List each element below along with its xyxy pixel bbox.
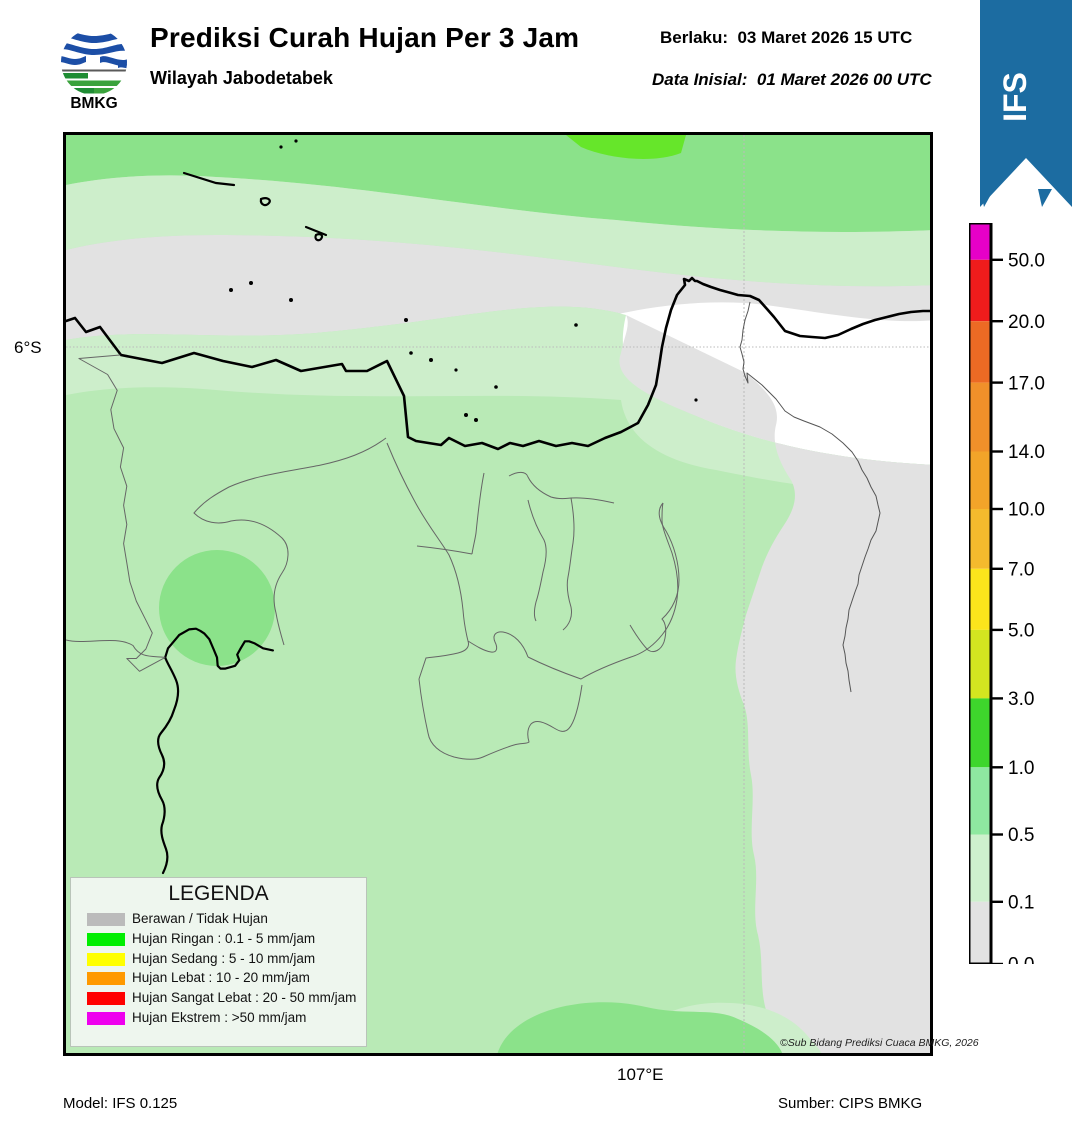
svg-text:10.0: 10.0 [1008, 500, 1045, 521]
svg-text:7.0: 7.0 [1008, 560, 1034, 581]
svg-text:3.0: 3.0 [1008, 689, 1034, 710]
svg-text:1.0: 1.0 [1008, 758, 1034, 779]
svg-text:0.0: 0.0 [1008, 955, 1034, 964]
svg-text:BMKG: BMKG [70, 95, 117, 110]
svg-text:IFS: IFS [997, 72, 1033, 122]
svg-text:0.5: 0.5 [1008, 825, 1034, 846]
svg-text:14.0: 14.0 [1008, 442, 1045, 463]
svg-text:50.0: 50.0 [1008, 251, 1045, 272]
svg-text:5.0: 5.0 [1008, 621, 1034, 642]
svg-text:0.1: 0.1 [1008, 893, 1034, 914]
svg-text:20.0: 20.0 [1008, 312, 1045, 333]
svg-text:17.0: 17.0 [1008, 373, 1045, 394]
